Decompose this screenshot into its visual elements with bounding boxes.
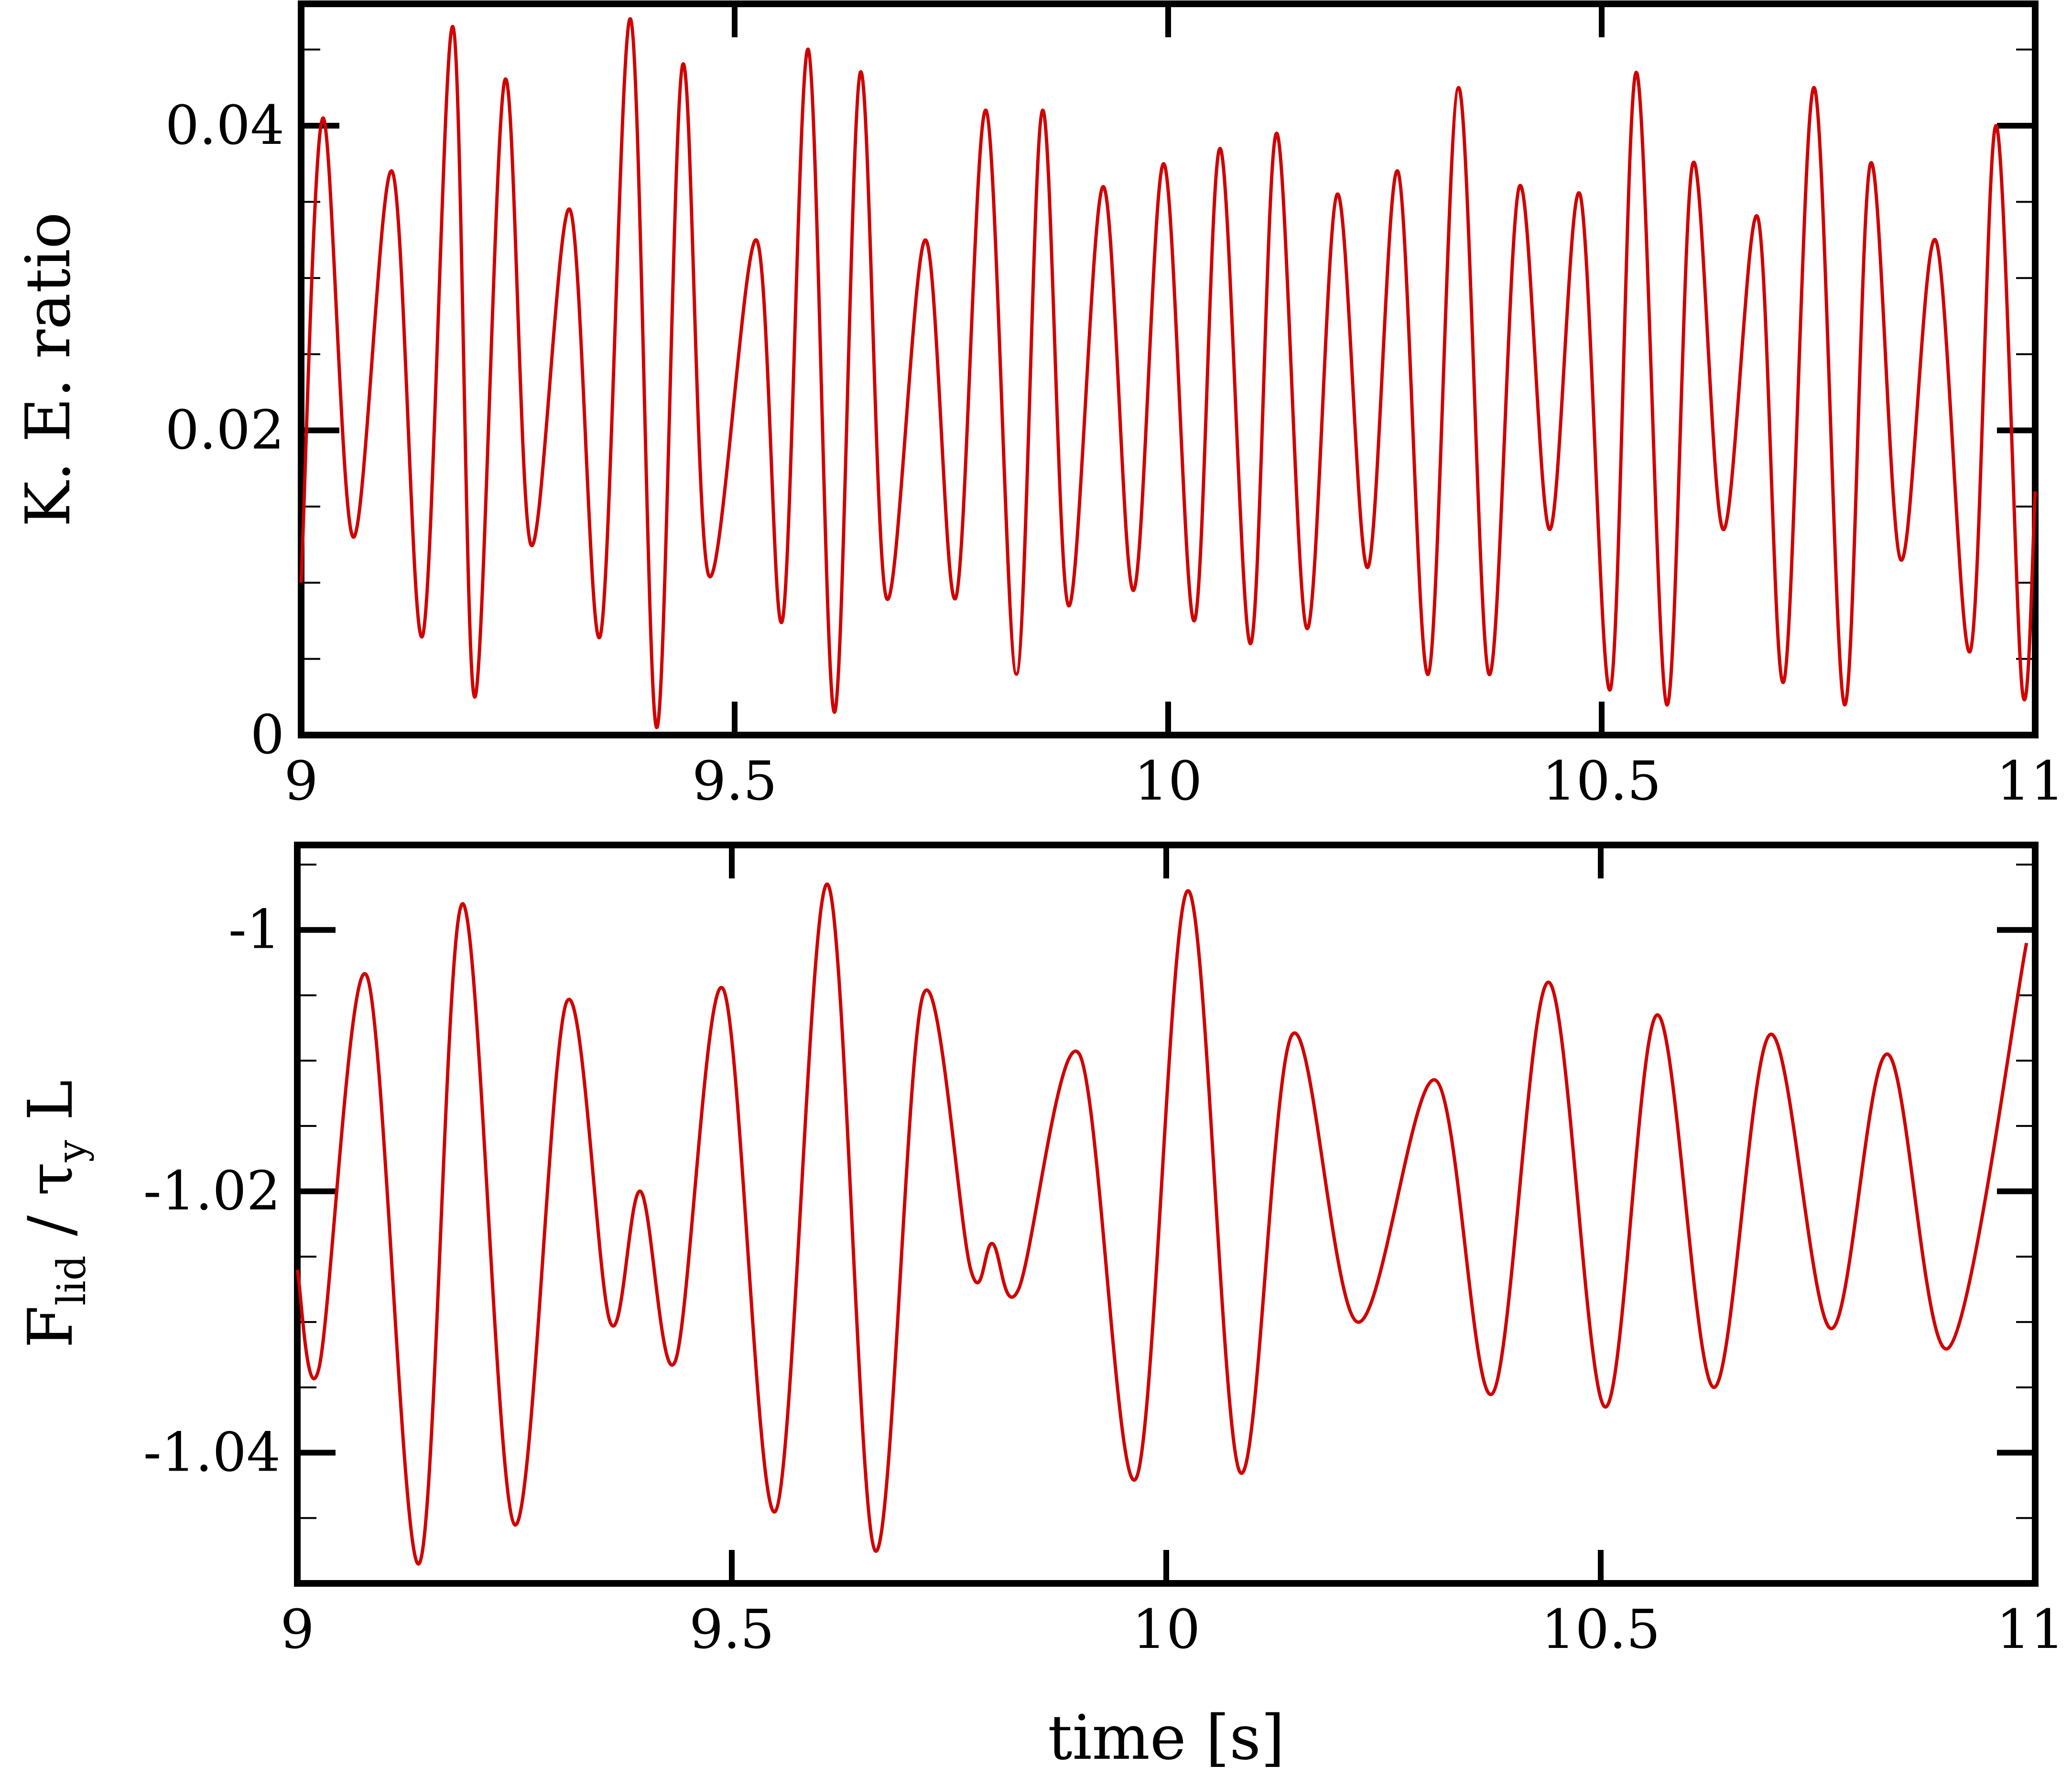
y-tick-label: -1 [228, 899, 281, 961]
y-axis-title: K. E. ratio [13, 212, 84, 527]
y-minor-ticks [297, 864, 2035, 1519]
plot-frame [294, 842, 2039, 1587]
y-tick-label: -1.02 [143, 1160, 281, 1223]
kinetic-energy-line [299, 17, 2037, 729]
y-tick-label: 0.02 [165, 400, 284, 462]
x-tick-label: 11 [1996, 1599, 2065, 1661]
y-axis-title-end: L [15, 1080, 87, 1140]
y-tick-label: 0 [250, 704, 284, 766]
lid-force-line [295, 882, 2029, 1566]
x-tick-label: 9.5 [692, 750, 777, 812]
lid-force-panel: 9 9.5 10 10.5 11 -1.04 -1.02 -1 Flid / τ… [15, 842, 2064, 1774]
x-tick-label: 10.5 [1542, 750, 1661, 812]
x-axis-title: time [s] [1048, 1702, 1285, 1774]
y-axis-title-main: F [15, 1306, 87, 1348]
x-tick-label: 10.5 [1541, 1599, 1660, 1661]
tick-labels: 9 9.5 10 10.5 11 -1.04 -1.02 -1 [143, 899, 2064, 1661]
x-tick-label: 10 [1134, 750, 1203, 812]
tick-labels: 9 9.5 10 10.5 11 0 0.02 0.04 [165, 95, 2065, 812]
major-ticks [301, 4, 2035, 735]
major-ticks [297, 845, 2035, 1583]
y-tick-label: -1.04 [143, 1422, 281, 1484]
x-tick-label: 11 [1996, 750, 2065, 812]
x-tick-label: 9 [284, 750, 318, 812]
y-tick-label: 0.04 [165, 95, 284, 157]
x-tick-label: 9 [280, 1599, 314, 1661]
x-tick-label: 10 [1132, 1599, 1201, 1661]
kinetic-energy-panel: 9 9.5 10 10.5 11 0 0.02 0.04 K. E. ratio [13, 0, 2065, 812]
y-axis-title-subscript-2: y [49, 1139, 95, 1162]
x-tick-label: 9.5 [689, 1599, 774, 1661]
y-axis-title-middle: / τ [15, 1162, 87, 1255]
y-axis-title-subscript: lid [49, 1256, 95, 1306]
y-minor-ticks [301, 48, 2035, 660]
plot-frame [298, 0, 2039, 738]
y-axis-title: Flid / τy L [15, 1080, 95, 1348]
